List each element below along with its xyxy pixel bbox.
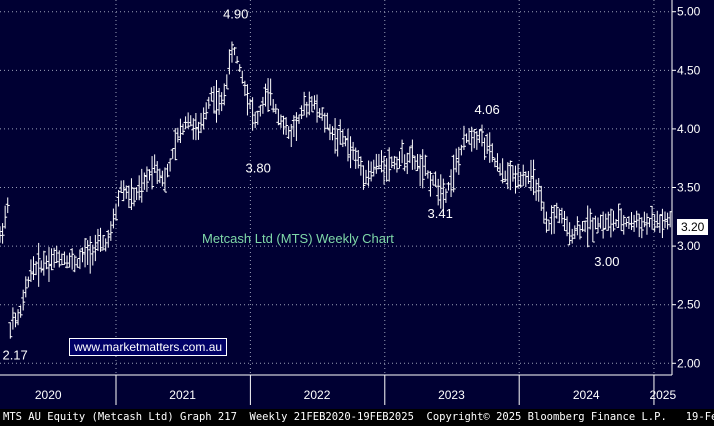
x-tick-label: 2024: [573, 388, 600, 402]
y-tick-label: 2.50: [677, 298, 701, 312]
y-tick-label: 4.50: [677, 63, 701, 77]
price-bars: [0, 41, 673, 339]
x-tick-label: 2020: [35, 388, 62, 402]
x-axis: 2020 2021 2022 2023 2024 2025: [35, 375, 676, 405]
y-tick-label: 4.00: [677, 122, 701, 136]
y-tick-label: 2.00: [677, 356, 701, 370]
price-annotations: 4.90 3.80 4.06 3.41 3.00 2.17: [2, 6, 619, 362]
x-tick-label: 2023: [438, 388, 465, 402]
last-price-badge: 3.20: [677, 219, 709, 235]
price-annotation: 2.17: [2, 347, 27, 362]
chart-grid: [0, 0, 672, 375]
price-annotation: 3.41: [428, 206, 453, 221]
y-tick-label: 5.00: [677, 5, 701, 19]
y-axis: 2.00 2.50 3.00 3.50 4.00 4.50 5.00: [0, 0, 701, 376]
y-tick-label: 3.50: [677, 181, 701, 195]
x-tick-label: 2021: [169, 388, 196, 402]
x-tick-label: 2022: [304, 388, 331, 402]
price-annotation: 4.06: [474, 102, 499, 117]
price-annotation: 3.00: [594, 254, 619, 269]
y-tick-label: 3.00: [677, 239, 701, 253]
price-annotation: 4.90: [223, 6, 248, 21]
chart-title: Metcash Ltd (MTS) Weekly Chart: [202, 231, 394, 246]
x-tick-label: 2025: [649, 388, 676, 402]
watermark-link[interactable]: www.marketmatters.com.au: [69, 338, 228, 356]
footer-bar: MTS AU Equity (Metcash Ltd) Graph 217 We…: [0, 409, 714, 426]
price-annotation: 3.80: [246, 160, 271, 175]
